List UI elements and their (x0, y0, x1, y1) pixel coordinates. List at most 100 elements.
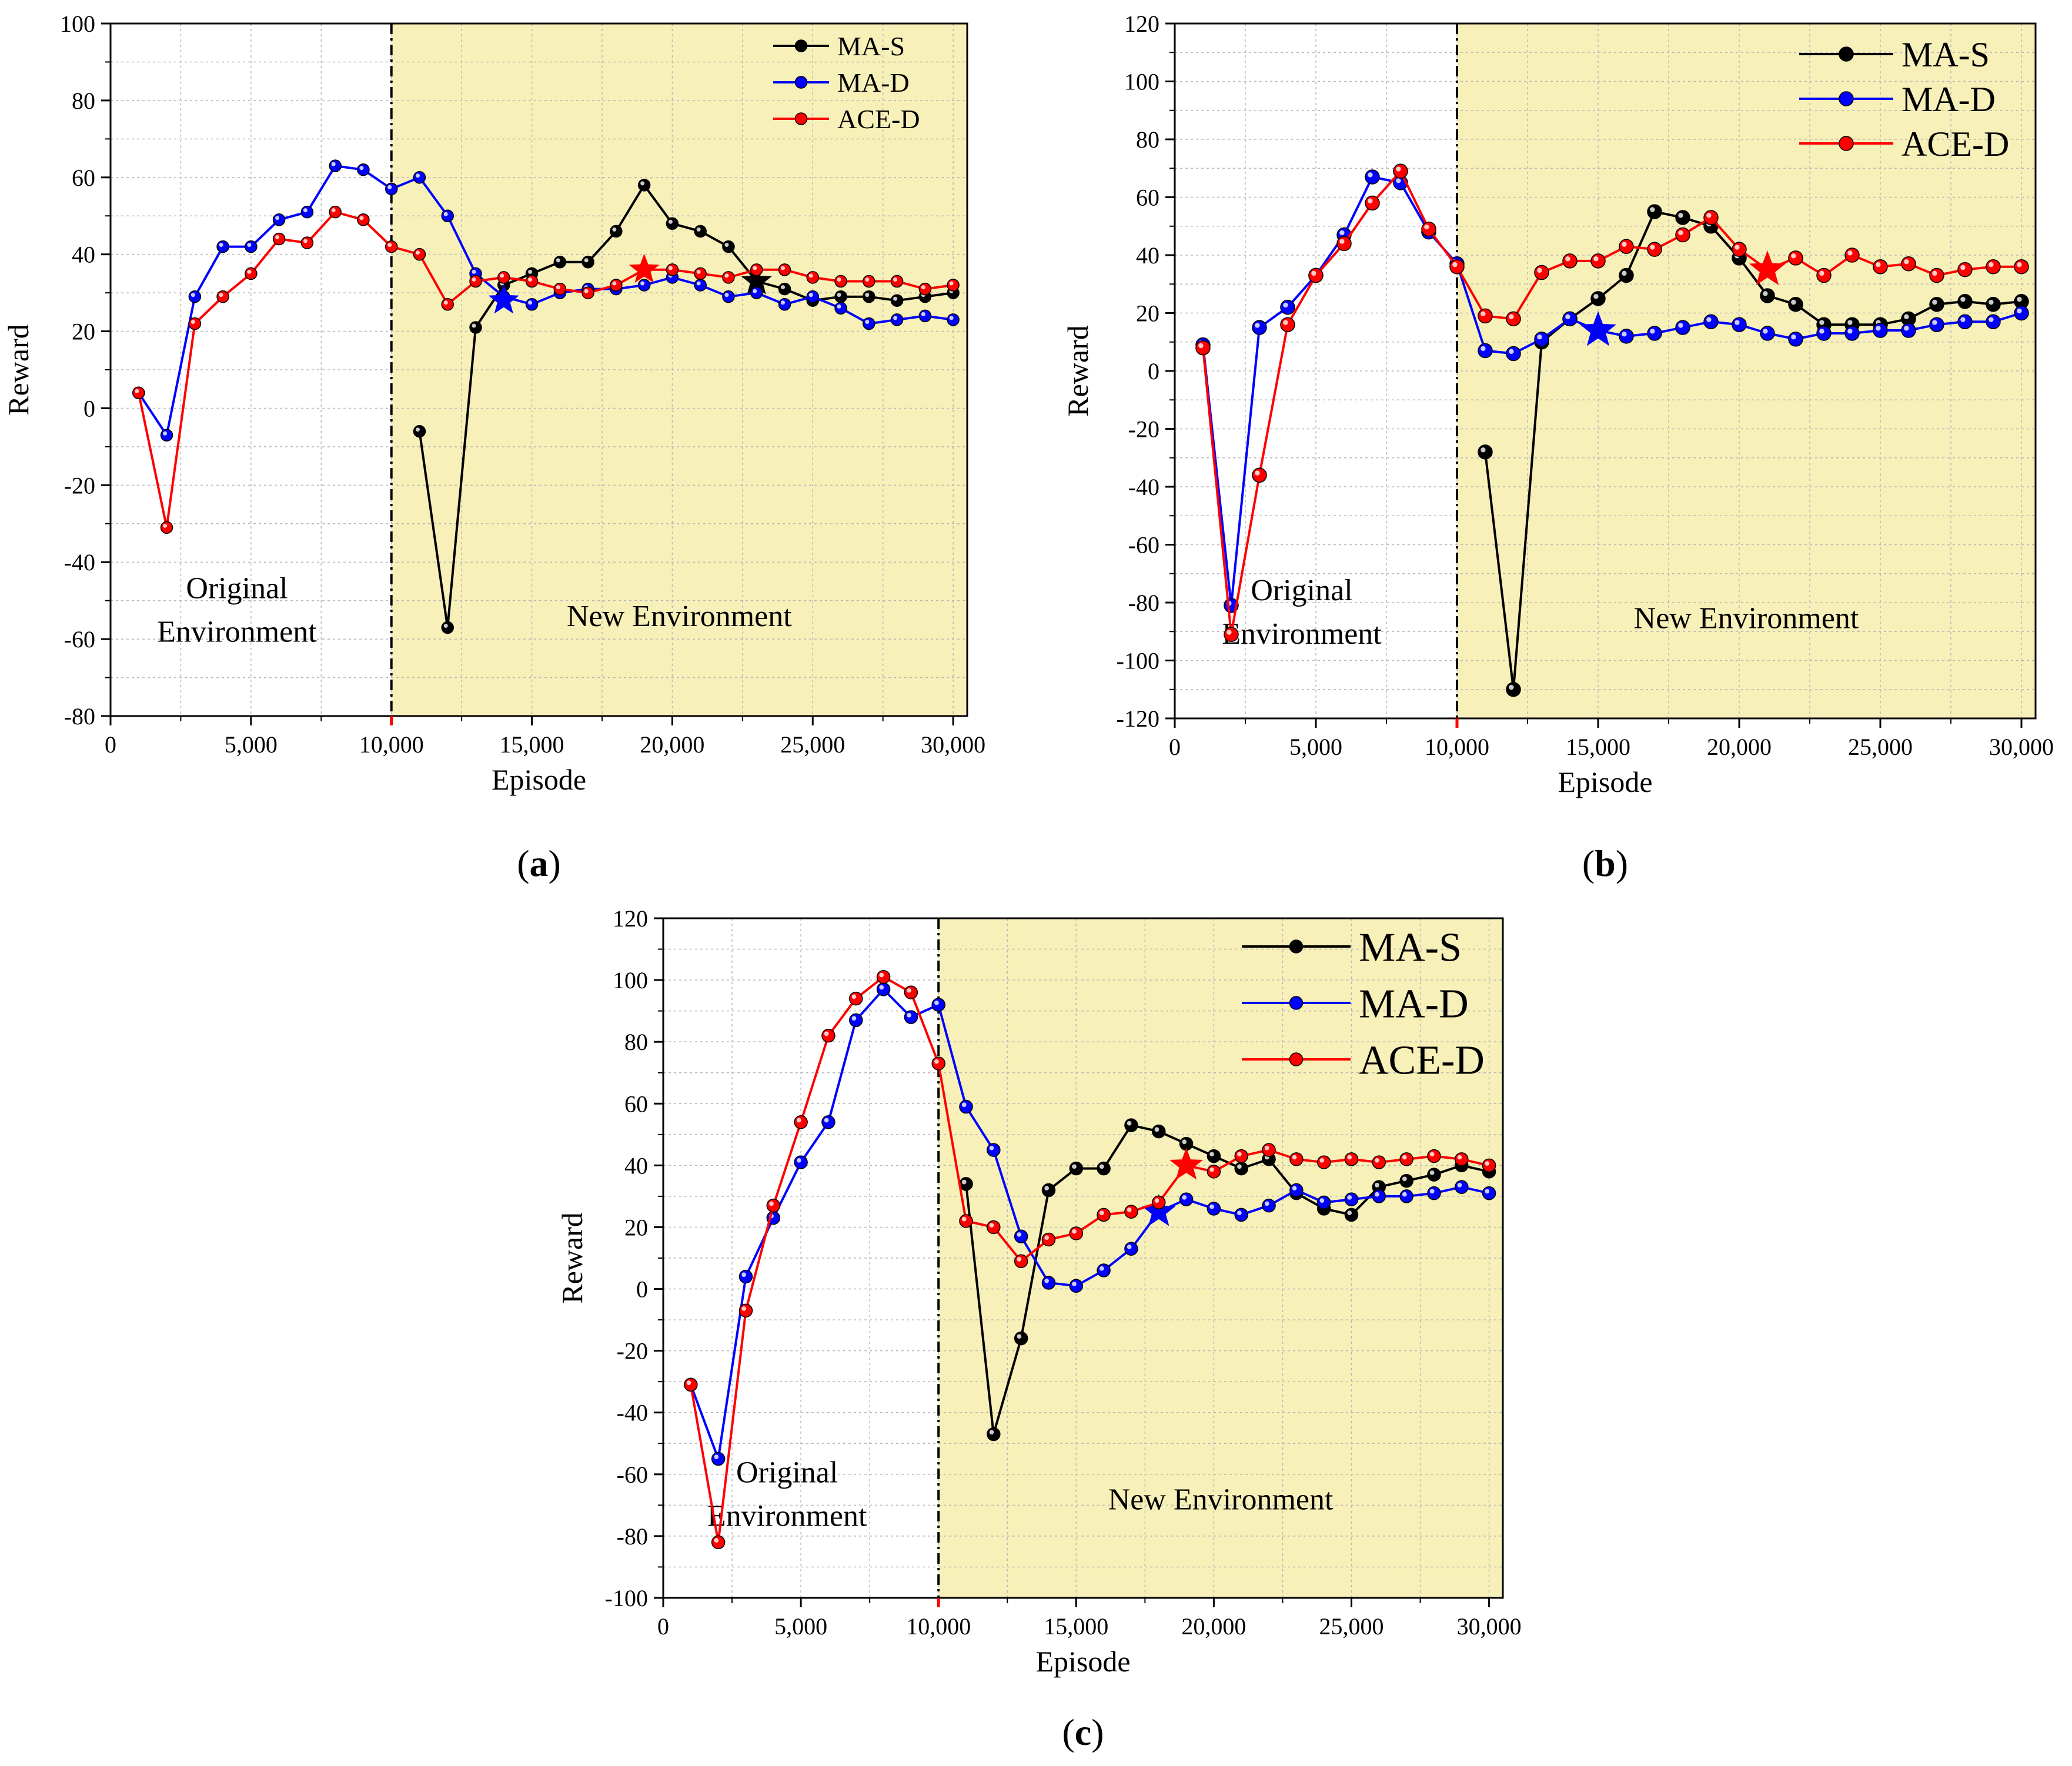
x-tick-label: 25,000 (780, 731, 845, 758)
data-point-ma-d (750, 286, 763, 299)
data-point-ma-s (1041, 1183, 1056, 1198)
data-point-highlight (808, 293, 813, 297)
data-point-ma-d (216, 240, 229, 253)
legend-item-ace-d: ACE-D (773, 104, 920, 134)
data-point-ma-s (890, 294, 904, 307)
y-tick-label: -20 (617, 1338, 648, 1364)
data-point-ace-d (1873, 259, 1888, 275)
data-point-ma-s (1234, 1161, 1248, 1176)
data-point-ma-d (1478, 343, 1493, 359)
data-point-highlight (191, 293, 195, 297)
data-point-ma-s (610, 225, 623, 238)
data-point-highlight (1622, 332, 1627, 337)
data-point-ma-d (357, 163, 370, 176)
data-point-highlight (1847, 250, 1853, 256)
y-tick-label: 0 (636, 1276, 648, 1303)
data-point-highlight (387, 185, 392, 189)
data-point-highlight (191, 319, 195, 324)
data-point-highlight (668, 266, 673, 270)
data-point-ace-d (1316, 1155, 1331, 1169)
data-point-highlight (163, 431, 168, 436)
data-point-highlight (921, 312, 925, 316)
data-point-ma-d (1097, 1263, 1111, 1277)
data-point-highlight (359, 216, 364, 220)
data-point-highlight (1485, 1161, 1490, 1166)
legend-label: MA-S (1901, 35, 1990, 74)
x-tick-label: 25,000 (1848, 734, 1913, 760)
data-point-highlight (135, 389, 139, 393)
data-point-ma-d (876, 982, 891, 996)
data-point-ace-d (959, 1214, 973, 1228)
caption-close: ) (1616, 842, 1628, 884)
data-point-highlight (989, 1430, 994, 1435)
data-point-ma-d (1289, 1183, 1304, 1198)
data-point-highlight (1481, 447, 1486, 453)
data-point-highlight (1375, 1158, 1379, 1163)
data-point-highlight (1209, 1167, 1214, 1172)
caption-open: ( (1062, 1711, 1074, 1753)
data-point-highlight (415, 427, 420, 432)
data-point-highlight (1989, 299, 1994, 305)
data-point-ace-d (160, 521, 173, 534)
data-point-highlight (1932, 320, 1937, 325)
data-point-ma-d (778, 297, 791, 311)
legend-label: MA-D (1901, 80, 1996, 119)
data-point-highlight (865, 277, 870, 282)
data-point-ace-d (385, 240, 398, 253)
new-environment-label: New Environment (1108, 1483, 1334, 1517)
y-tick-label: -60 (1128, 532, 1159, 558)
data-point-ma-d (1873, 323, 1888, 338)
data-point-highlight (1044, 1186, 1050, 1190)
data-point-highlight (851, 1016, 857, 1021)
data-point-highlight (1099, 1164, 1104, 1169)
data-point-highlight (837, 304, 841, 309)
data-point-highlight (1429, 1189, 1435, 1194)
x-tick-label: 15,000 (500, 731, 564, 758)
data-point-ace-d (1478, 308, 1493, 324)
x-tick-label: 20,000 (1707, 734, 1772, 760)
data-point-highlight (780, 266, 785, 270)
y-tick-label: -60 (64, 626, 95, 653)
data-point-ma-s (1788, 296, 1803, 312)
x-tick-label: 30,000 (921, 731, 985, 758)
data-point-highlight (500, 273, 504, 278)
data-point-ma-d (1365, 169, 1380, 185)
data-point-ace-d (848, 991, 863, 1006)
data-point-ace-d (1901, 256, 1916, 272)
legend-item-ma-d: MA-D (1799, 80, 1996, 119)
data-point-ma-d (329, 159, 342, 172)
data-point-highlight (1904, 314, 1909, 319)
data-point-ace-d (1124, 1205, 1138, 1219)
data-point-ma-d (821, 1115, 836, 1129)
data-point-highlight (1819, 320, 1824, 325)
data-point-highlight (1292, 1155, 1297, 1160)
data-point-ace-d (1336, 236, 1352, 252)
panel-caption: (b) (1582, 842, 1628, 884)
x-tick-label: 0 (1169, 734, 1181, 760)
data-point-highlight (1481, 346, 1486, 352)
data-point-highlight (1209, 1152, 1214, 1157)
y-tick-label: 120 (1124, 11, 1159, 37)
data-point-ma-d (1482, 1186, 1496, 1200)
x-tick-label: 30,000 (1457, 1613, 1522, 1640)
data-point-ma-s (1957, 294, 1973, 309)
data-point-highlight (472, 323, 476, 328)
data-point-highlight (769, 1201, 774, 1206)
data-point-ma-d (1506, 346, 1521, 362)
data-point-highlight (1485, 1189, 1490, 1194)
data-point-highlight (1402, 1176, 1407, 1182)
data-point-highlight (1402, 1192, 1407, 1197)
data-point-highlight (1424, 224, 1429, 230)
data-point-ma-d (300, 205, 314, 219)
data-point-ma-d (2014, 305, 2029, 321)
y-tick-label: -80 (1128, 590, 1159, 616)
data-point-ace-d (1675, 227, 1690, 243)
y-tick-label: 100 (613, 967, 648, 994)
data-point-highlight (1319, 1158, 1325, 1163)
data-point-highlight (1960, 265, 1966, 270)
data-point-ma-s (1619, 267, 1634, 283)
legend-label: MA-D (1359, 982, 1469, 1027)
x-axis-title: Episode (492, 763, 586, 796)
data-point-ma-d (272, 213, 286, 226)
